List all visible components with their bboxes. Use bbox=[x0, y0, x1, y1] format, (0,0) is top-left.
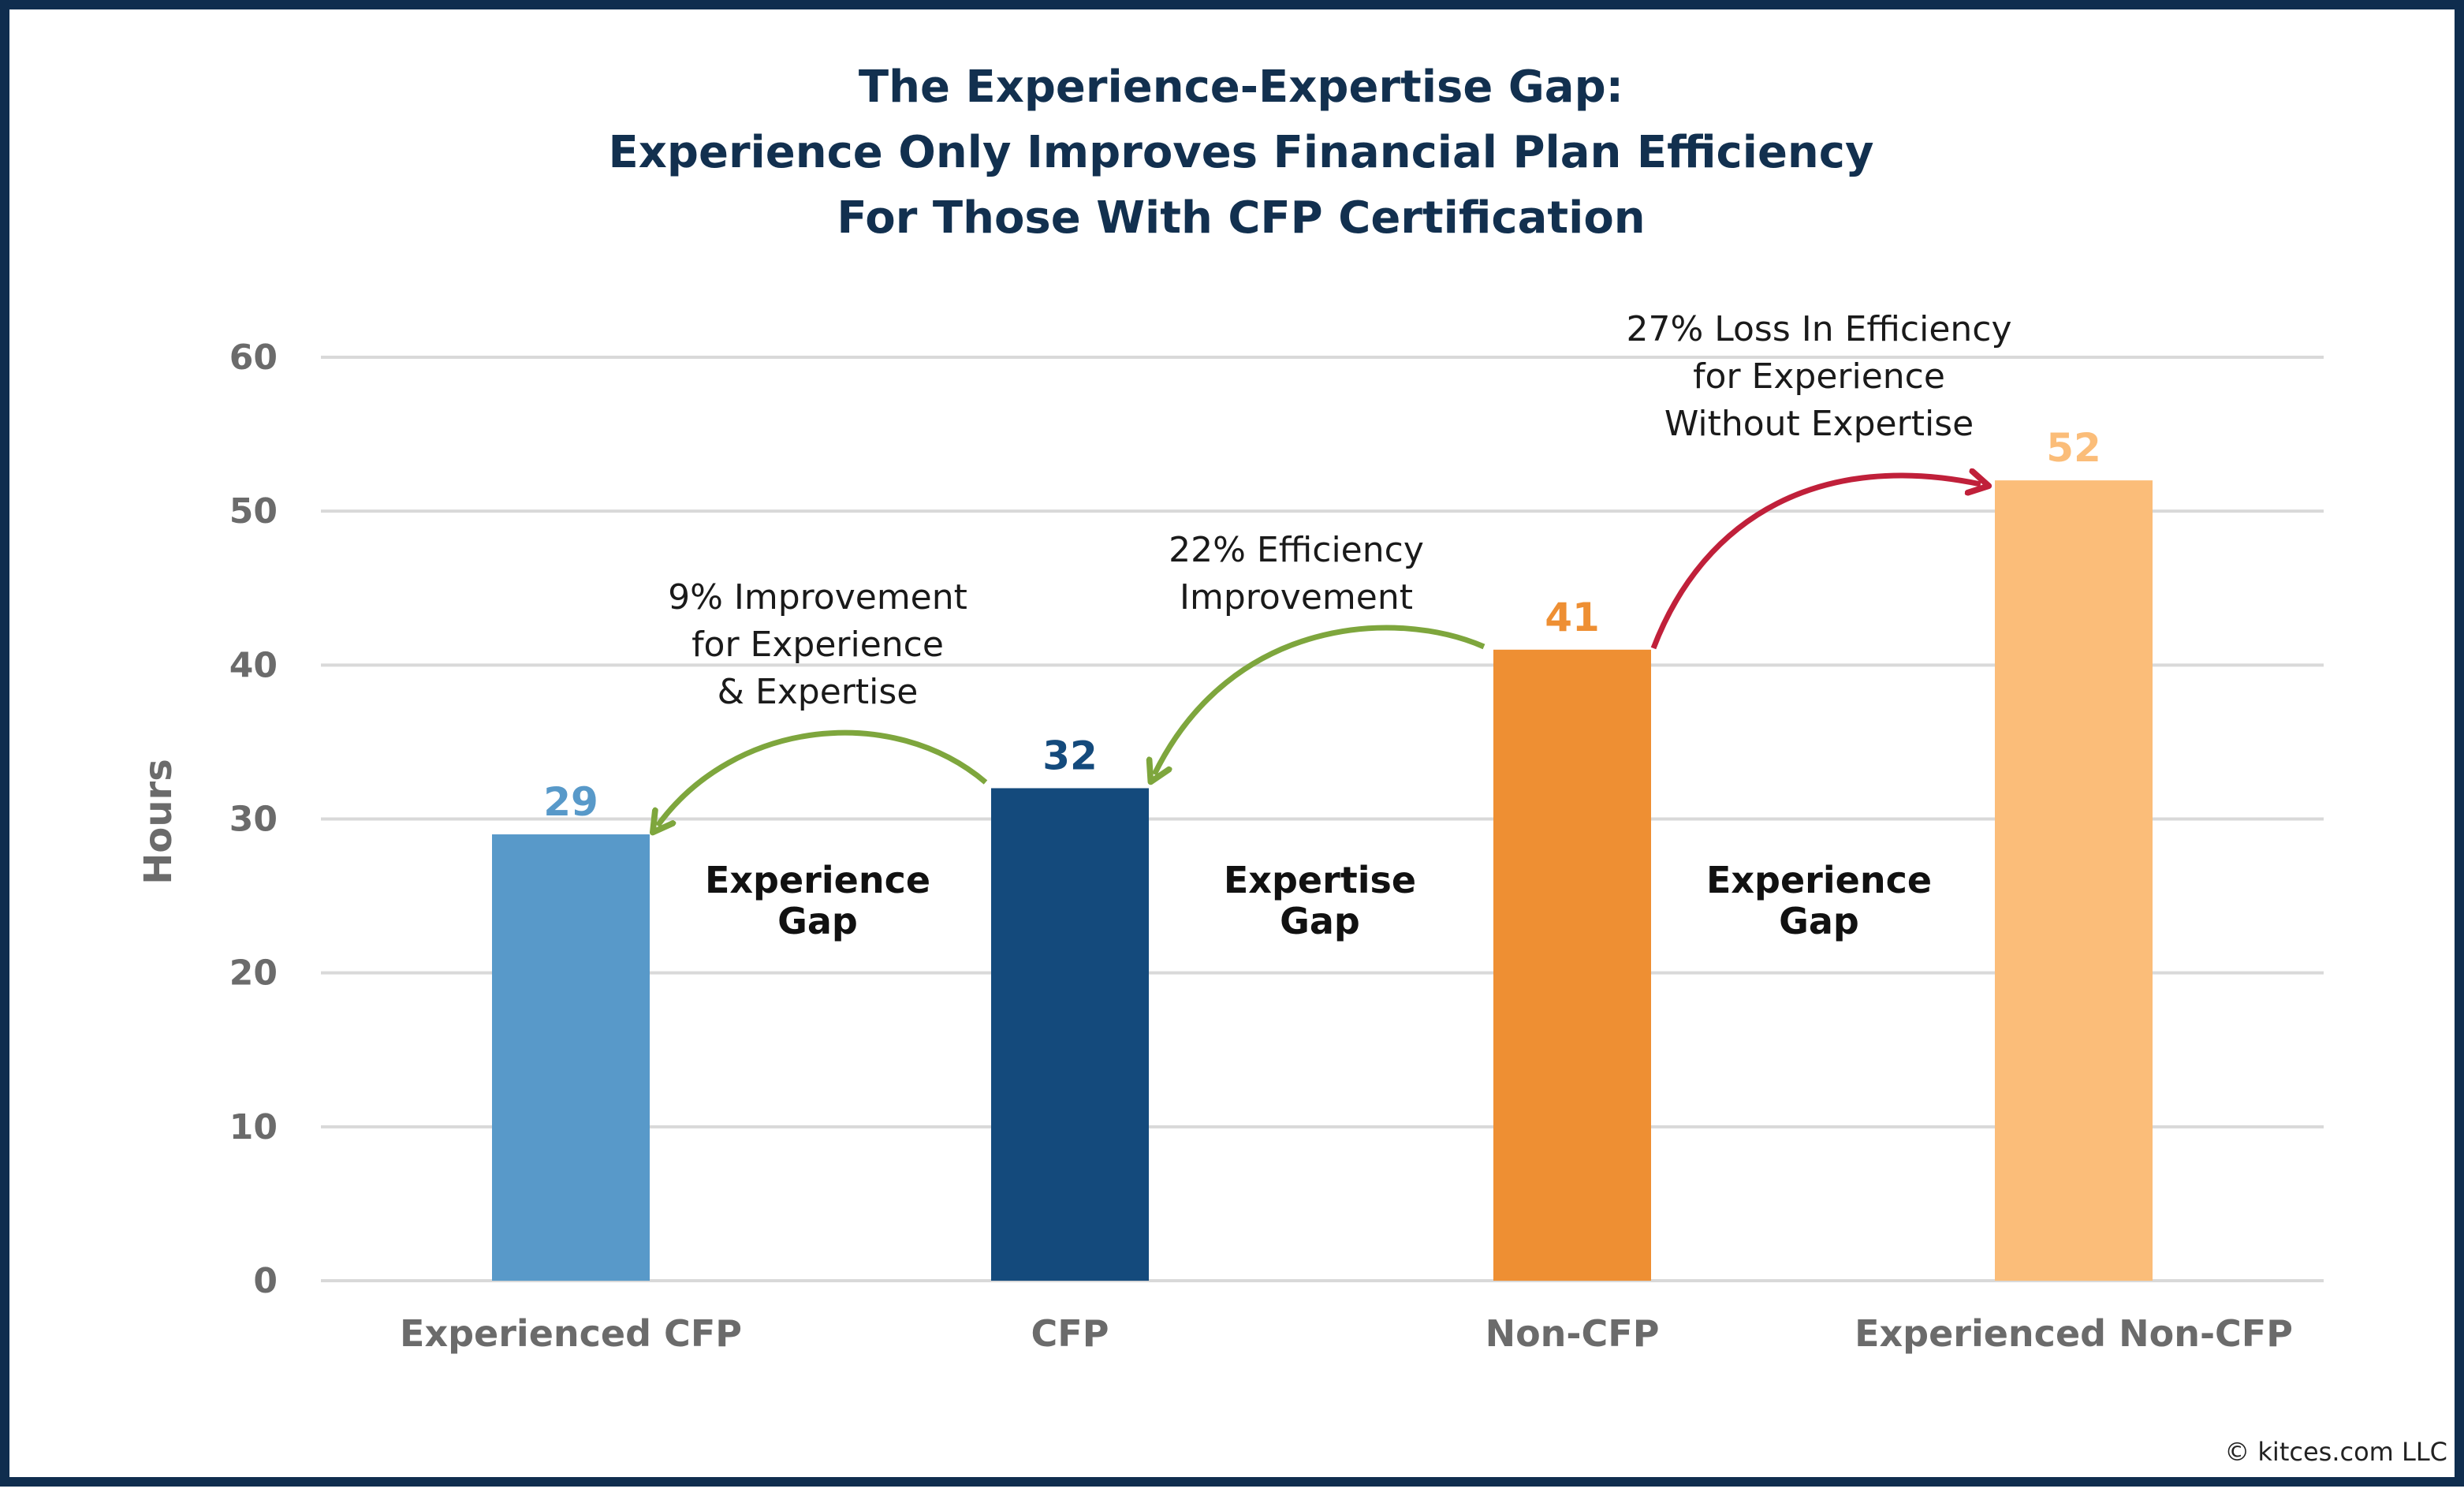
y-tick-label: 40 bbox=[229, 645, 278, 685]
y-tick-label: 0 bbox=[253, 1261, 278, 1301]
annotation-9pct-line-3: & Expertise bbox=[718, 672, 919, 712]
chart: The Experience-Expertise Gap: Experience… bbox=[136, 62, 2447, 1467]
x-tick-label: Experienced Non-CFP bbox=[1855, 1312, 2293, 1355]
title-line-1: The Experience-Expertise Gap: bbox=[859, 62, 1623, 113]
copyright-text: © kitces.com LLC bbox=[2224, 1437, 2447, 1467]
y-tick-label: 30 bbox=[229, 800, 278, 840]
gap-label-3-line-2: Gap bbox=[1779, 900, 1859, 942]
annotation-9pct-line-1: 9% Improvement bbox=[668, 577, 967, 617]
gap-label-1-line-2: Gap bbox=[777, 900, 858, 942]
x-tick-label: CFP bbox=[1031, 1312, 1109, 1355]
annotation-27pct: 27% Loss In Efficiency for Experience Wi… bbox=[1626, 309, 2011, 444]
annotation-22pct-line-2: Improvement bbox=[1180, 577, 1413, 617]
annotation-22pct: 22% Efficiency Improvement bbox=[1169, 530, 1424, 617]
bar-non-cfp bbox=[1493, 649, 1651, 1281]
annotation-27pct-line-3: Without Expertise bbox=[1664, 404, 1974, 444]
y-tick-label: 60 bbox=[229, 338, 278, 378]
annotation-27pct-line-2: for Experience bbox=[1693, 356, 1945, 397]
gap-label-1-line-1: Experience bbox=[705, 859, 930, 901]
annotation-arrows bbox=[658, 476, 1981, 826]
bar-experienced-non-cfp bbox=[1995, 480, 2153, 1281]
annotation-27pct-line-1: 27% Loss In Efficiency bbox=[1626, 309, 2011, 349]
arrow-noncfp-to-experienced-noncfp bbox=[1650, 476, 1981, 650]
title-line-2: Experience Only Improves Financial Plan … bbox=[609, 127, 1874, 178]
x-axis-ticks: Experienced CFP CFP Non-CFP Experienced Non… bbox=[400, 1312, 2293, 1355]
y-tick-label: 50 bbox=[229, 491, 278, 532]
annotation-22pct-line-1: 22% Efficiency bbox=[1169, 530, 1424, 570]
bars bbox=[492, 480, 2153, 1281]
annotation-9pct: 9% Improvement for Experience & Expertis… bbox=[668, 577, 967, 712]
gap-label-experience-1: Experience Gap bbox=[705, 859, 930, 942]
bar-experienced-cfp bbox=[492, 834, 650, 1281]
value-label: 29 bbox=[543, 779, 598, 825]
gap-label-2-line-1: Expertise bbox=[1224, 859, 1416, 901]
title-line-3: For Those With CFP Certification bbox=[837, 192, 1645, 244]
gap-label-experience-2: Experience Gap bbox=[1706, 859, 1932, 942]
y-tick-label: 10 bbox=[229, 1107, 278, 1147]
value-labels: 29 32 41 52 bbox=[543, 425, 2101, 825]
x-tick-label: Experienced CFP bbox=[400, 1312, 742, 1355]
y-axis-ticks: 0 10 20 30 40 50 60 bbox=[229, 338, 278, 1301]
arrow-noncfp-to-cfp bbox=[1154, 625, 1485, 774]
value-label: 52 bbox=[2046, 425, 2101, 471]
arrow-cfp-to-experienced-cfp bbox=[658, 729, 988, 826]
bar-cfp bbox=[991, 788, 1149, 1281]
gap-label-expertise: Expertise Gap bbox=[1224, 859, 1416, 942]
y-axis-label: Hours bbox=[136, 759, 181, 885]
chart-title: The Experience-Expertise Gap: Experience… bbox=[609, 62, 1874, 244]
y-tick-label: 20 bbox=[229, 953, 278, 994]
value-label: 41 bbox=[1545, 595, 1600, 640]
annotation-9pct-line-2: for Experience bbox=[691, 625, 944, 665]
gap-label-2-line-2: Gap bbox=[1280, 900, 1360, 942]
value-label: 32 bbox=[1042, 733, 1098, 778]
gap-label-3-line-1: Experience bbox=[1706, 859, 1932, 901]
x-tick-label: Non-CFP bbox=[1485, 1312, 1660, 1355]
